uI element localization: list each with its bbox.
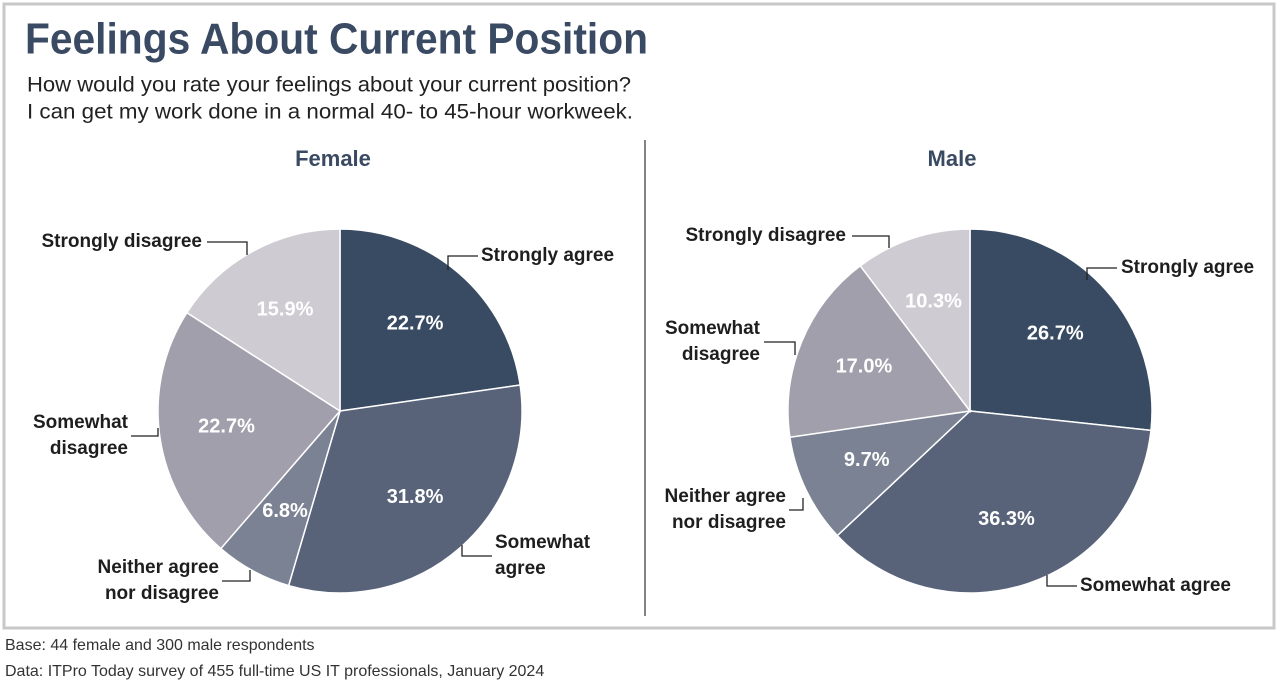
leader-line	[461, 545, 492, 557]
leader-line	[1046, 575, 1077, 587]
pie-slice	[157, 311, 342, 550]
category-label: Neither agree nor disagree	[69, 541, 219, 621]
pie-slice	[185, 228, 341, 413]
category-label: Strongly disagree	[666, 196, 847, 276]
category-label-text: Strongly agree	[481, 245, 615, 266]
category-label-text: Somewhat agree	[1080, 575, 1231, 596]
category-label-text: Somewhat disagree	[664, 318, 760, 365]
leader-line	[222, 570, 251, 582]
value-label: 31.8%	[387, 486, 444, 508]
pie-slice	[339, 228, 521, 412]
title: Feelings About Current Position	[25, 15, 648, 64]
pie-slice	[836, 410, 1152, 594]
leader-line	[447, 255, 478, 270]
category-label: Strongly agree	[1121, 228, 1276, 308]
subtitle: I can get my work done in a normal 40- t…	[27, 101, 633, 124]
category-label-box: Neither agree nor disagree	[69, 541, 219, 621]
category-label-box: Strongly disagree	[22, 202, 203, 282]
value-label: 26.7%	[1027, 323, 1084, 345]
leader-line	[1086, 267, 1117, 280]
value-label: 9.7%	[844, 449, 890, 471]
pie-slice	[969, 228, 1153, 432]
leader-line	[764, 341, 796, 355]
note: Base: 44 female and 300 male respondents	[5, 637, 315, 654]
category-label: Strongly disagree	[22, 202, 203, 282]
category-label-box: Somewhat agree	[1080, 546, 1260, 626]
subtitle: How would you rate your feelings about y…	[27, 74, 631, 97]
category-label-box: Neither agree nor disagree	[636, 470, 786, 550]
value-label: 22.7%	[198, 416, 255, 438]
value-label: 22.7%	[387, 313, 444, 335]
category-label-text: Somewhat disagree	[32, 412, 128, 459]
category-label-box: Somewhat agree	[495, 516, 605, 596]
chart-title: Male	[928, 146, 977, 171]
category-label: Somewhat disagree	[650, 302, 760, 382]
category-label: Strongly agree	[481, 216, 641, 296]
category-label: Somewhat agree	[1080, 546, 1260, 626]
category-label-text: Strongly disagree	[685, 225, 847, 246]
category-label-text: Strongly agree	[1121, 257, 1255, 278]
leader-line	[852, 235, 890, 248]
category-label-box: Somewhat disagree	[650, 302, 760, 382]
leader-line	[207, 241, 248, 255]
category-label-box: Strongly agree	[1121, 228, 1276, 308]
category-label-text: Somewhat agree	[495, 532, 591, 579]
category-label-text: Strongly disagree	[41, 231, 203, 252]
category-label-box: Strongly agree	[481, 216, 641, 296]
pie-slice	[859, 228, 971, 414]
pie-slice	[787, 264, 972, 439]
value-label: 36.3%	[978, 508, 1035, 530]
value-label: 10.3%	[905, 291, 962, 313]
category-label-box: Somewhat disagree	[18, 396, 128, 476]
note: Data: ITPro Today survey of 455 full-tim…	[5, 663, 544, 680]
leader-line	[131, 428, 159, 437]
value-label: 15.9%	[257, 299, 314, 321]
value-label: 17.0%	[836, 356, 893, 378]
category-label: Somewhat disagree	[18, 396, 128, 476]
leader-line	[789, 498, 804, 511]
pie-slice	[789, 409, 973, 537]
category-label-text: Neither agree nor disagree	[97, 557, 219, 604]
category-label: Neither agree nor disagree	[636, 470, 786, 550]
category-label: Somewhat agree	[495, 516, 605, 596]
chart-title: Female	[295, 146, 371, 171]
category-label-text: Neither agree nor disagree	[664, 486, 786, 533]
value-label: 6.8%	[262, 500, 308, 522]
pie-slice	[287, 384, 523, 594]
category-label-box: Strongly disagree	[666, 196, 847, 276]
